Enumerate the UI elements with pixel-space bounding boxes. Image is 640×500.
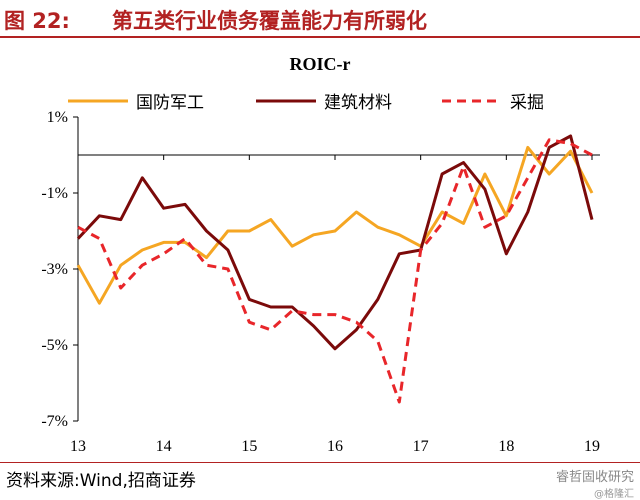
chart-title: ROIC-r: [289, 54, 351, 74]
y-tick-label: -1%: [41, 185, 68, 202]
figure-title: 第五类行业债务覆盖能力有所弱化: [112, 9, 427, 33]
chart-axes: 1% -1% -3% -5% -7%13 14 15 16 17 18 19: [41, 109, 600, 455]
y-tick-label: -7%: [41, 413, 68, 430]
x-tick-label: 18: [498, 438, 514, 455]
x-tick-label: 15: [241, 438, 257, 455]
y-tick-label: -5%: [41, 337, 68, 354]
footer-rule: [0, 462, 640, 463]
series-line-3: [77, 138, 593, 404]
x-tick-label: 16: [327, 438, 343, 455]
header-rule: [0, 36, 640, 38]
figure-label: 图 22:: [4, 9, 70, 33]
series-line-2: [76, 134, 594, 351]
watermark-text: 睿哲固收研究: [555, 470, 634, 485]
legend-label-3: 采掘: [510, 93, 544, 113]
y-tick-label: 1%: [47, 109, 68, 126]
source-note: 资料来源:Wind,招商证券: [6, 471, 196, 491]
x-tick-label: 17: [413, 438, 429, 455]
chart-series: [76, 134, 594, 404]
legend-label-2: 建筑材料: [324, 93, 392, 113]
y-tick-label: -3%: [41, 261, 68, 278]
figure-header: 图 22: 第五类行业债务覆盖能力有所弱化: [0, 0, 640, 40]
legend-label-1: 国防军工: [136, 93, 204, 113]
watermark: 睿哲固收研究 @格隆汇: [556, 466, 634, 500]
series-line-1: [76, 145, 594, 305]
watermark-sub: @格隆汇: [594, 489, 634, 500]
x-tick-label: 14: [156, 438, 172, 455]
x-tick-label: 13: [70, 438, 86, 455]
x-tick-label: 19: [584, 438, 600, 455]
chart-legend: 国防军工 建筑材料 采掘: [68, 93, 544, 113]
